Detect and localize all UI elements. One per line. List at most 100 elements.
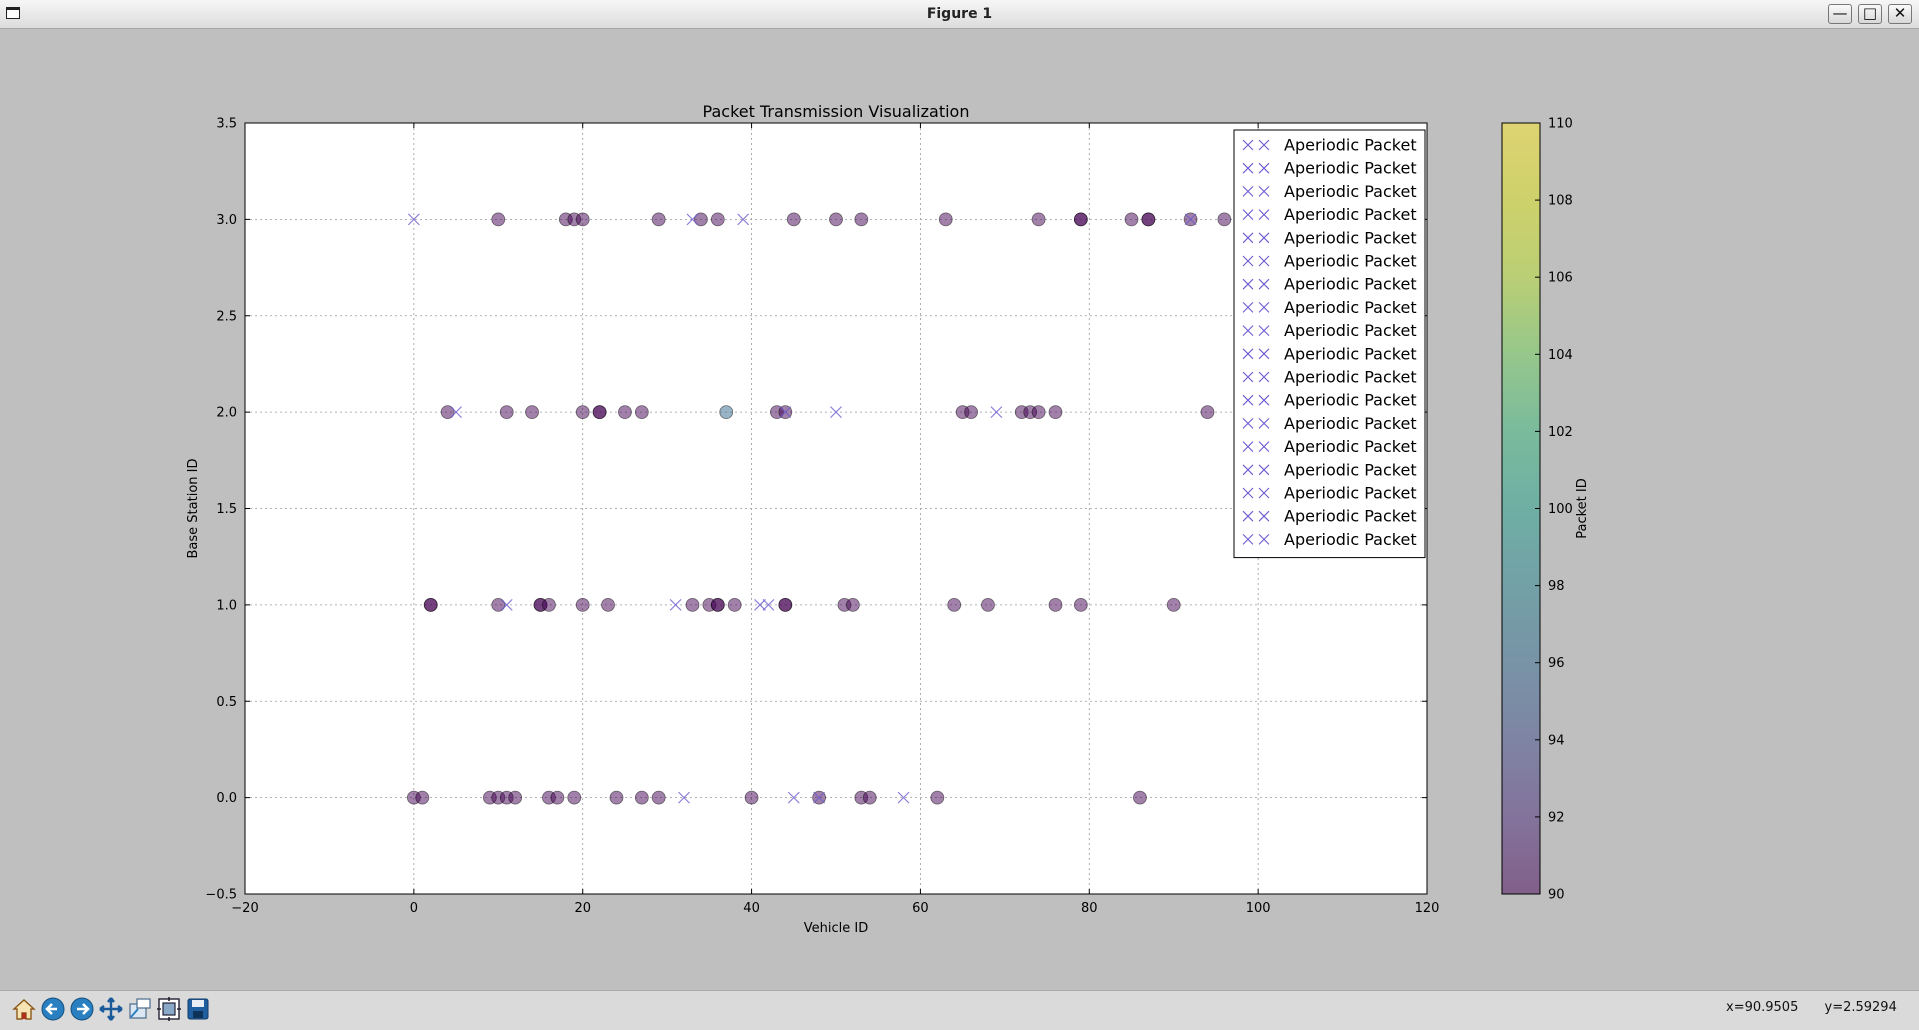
x-marker-point [500, 598, 513, 611]
figure-canvas[interactable]: −20 0 20 40 60 80 100 120 −0.5 0.0 0.5 1.0 1.5 2.0 2.5… [6, 29, 1914, 990]
legend-marker [1242, 325, 1254, 336]
scatter-point [710, 212, 725, 227]
scatter-point [491, 212, 506, 227]
pan-icon[interactable] [97, 995, 125, 1023]
y-tick-label: 2.5 [216, 309, 237, 324]
colorbar-tick-label: 94 [1548, 733, 1565, 748]
legend-marker [1258, 162, 1270, 174]
coord-x-readout: x=90.9505 [1726, 1000, 1799, 1015]
legend-entry-label: Aperiodic Packet [1284, 228, 1417, 247]
colorbar-tick-label: 108 [1548, 194, 1573, 209]
legend-marker [1258, 232, 1270, 244]
minimize-button[interactable]: — [1828, 4, 1852, 24]
x-marker-point [678, 791, 690, 804]
legend-marker [1242, 464, 1254, 476]
legend-marker [1242, 487, 1254, 499]
legend-marker [1258, 510, 1270, 522]
scatter-point [981, 597, 995, 612]
back-arrow-icon[interactable] [39, 995, 67, 1023]
colorbar-tick-label: 102 [1548, 425, 1573, 440]
legend-marker [1258, 278, 1270, 290]
x-marker-point [990, 406, 1003, 419]
x-tick-label: 0 [410, 901, 418, 916]
colorbar-label: Packet ID [1575, 478, 1590, 539]
x-marker-point [779, 406, 792, 419]
colorbar-tick-label: 106 [1548, 271, 1573, 286]
legend-entry-label: Aperiodic Packet [1284, 484, 1417, 503]
x-axis-label: Vehicle ID [804, 921, 868, 936]
x-tick-label: 20 [574, 901, 591, 916]
zoom-icon[interactable] [126, 995, 154, 1023]
scatter-point [694, 212, 708, 227]
colorbar-gradient [1502, 123, 1540, 894]
colorbar-tick-label: 92 [1548, 810, 1565, 825]
scatter-point [1048, 597, 1063, 612]
x-marker-point [830, 406, 842, 419]
y-tick-label: 0.0 [216, 791, 237, 806]
x-tick-label: 100 [1246, 901, 1271, 916]
scatter-point [1048, 405, 1063, 420]
scatter-point [575, 212, 590, 227]
x-tick-label: 60 [912, 901, 929, 916]
y-tick-label: −0.5 [205, 888, 237, 903]
cursor-coordinates: x=90.9505 y=2.59294 [1726, 1000, 1919, 1015]
legend-marker [1242, 510, 1254, 522]
close-button[interactable]: ✕ [1888, 4, 1912, 24]
legend-marker [1242, 394, 1254, 406]
scatter-point [508, 790, 523, 805]
maximize-button[interactable]: □ [1858, 4, 1882, 24]
legend-marker [1258, 464, 1270, 476]
scatter-point [964, 405, 978, 420]
configure-subplots-icon[interactable] [155, 995, 183, 1023]
colorbar-tick-label: 90 [1548, 888, 1565, 903]
scatter-point [567, 790, 582, 805]
home-icon[interactable] [10, 995, 38, 1023]
x-marker-point [407, 213, 420, 226]
y-tick-label: 3.5 [216, 117, 237, 132]
legend-entry-label: Aperiodic Packet [1284, 205, 1417, 224]
x-marker-point [897, 791, 910, 804]
scatter-point [1133, 790, 1147, 805]
legend-marker [1242, 534, 1254, 545]
x-marker-point [669, 598, 682, 611]
legend-entry-label: Aperiodic Packet [1284, 182, 1417, 201]
scatter-point [423, 597, 438, 612]
scatter-point [1031, 212, 1046, 227]
y-tick-label: 0.5 [216, 695, 237, 710]
scatter-point [1073, 212, 1088, 227]
legend-marker [1258, 186, 1270, 197]
scatter-point [1141, 212, 1156, 227]
scatter-point [634, 790, 649, 805]
title-bar[interactable]: Figure 1 — □ ✕ [0, 0, 1919, 29]
save-icon[interactable] [184, 995, 212, 1023]
forward-arrow-icon[interactable] [68, 995, 96, 1023]
colorbar-tick-label: 110 [1548, 117, 1573, 132]
legend-marker [1258, 255, 1270, 267]
scatter-point [685, 597, 700, 612]
legend-marker [1258, 302, 1270, 313]
navigation-toolbar [0, 990, 1919, 1030]
legend-marker [1242, 278, 1254, 290]
scatter-point [499, 405, 514, 420]
window-icon[interactable] [6, 7, 20, 19]
scatter-point [525, 405, 539, 420]
legend-marker [1242, 371, 1254, 383]
window-title: Figure 1 [926, 6, 993, 22]
scatter-point [634, 405, 649, 420]
scatter-point [601, 597, 615, 612]
legend-entry-label: Aperiodic Packet [1284, 368, 1417, 387]
scatter-point [862, 790, 877, 805]
x-tick-label: 80 [1081, 901, 1098, 916]
x-marker-point [813, 791, 826, 804]
legend-marker [1258, 139, 1270, 151]
scatter-point [575, 597, 590, 612]
scatter-point [651, 212, 666, 227]
colorbar-tick-label: 100 [1548, 502, 1573, 517]
scatter-point [930, 790, 945, 805]
legend-marker [1258, 441, 1270, 452]
scatter-point [1166, 597, 1181, 612]
legend-marker [1242, 232, 1254, 244]
plot-frame [244, 122, 1428, 895]
scatter-point [710, 597, 725, 612]
